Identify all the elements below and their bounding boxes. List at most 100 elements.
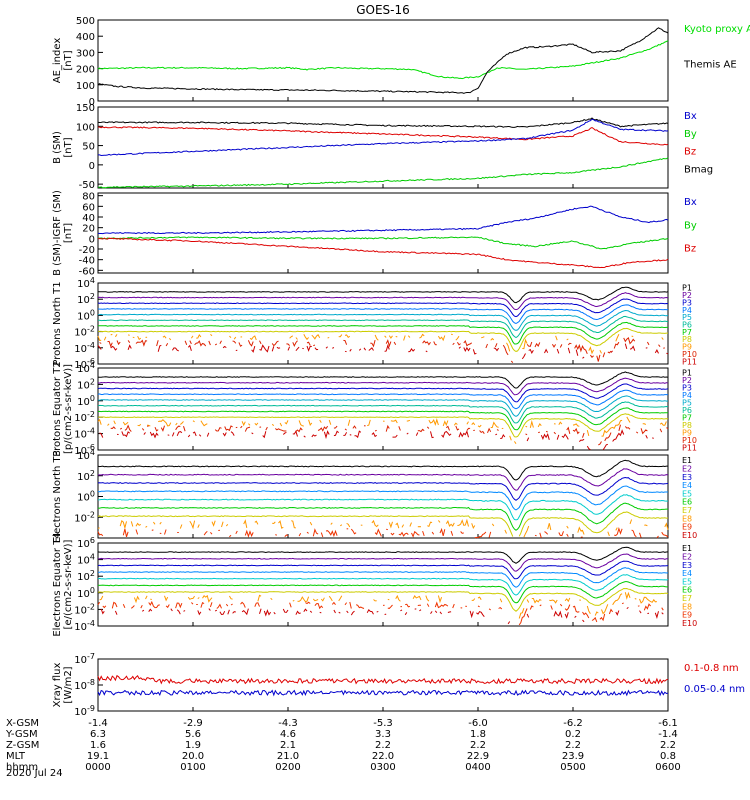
y-tick-label: 104 xyxy=(77,553,95,567)
x-tick-label: 0000 xyxy=(85,762,110,773)
channel-line-e7 xyxy=(97,511,669,537)
y-tick-label: 0 xyxy=(89,161,95,172)
y-axis-label: AE_index[nT] xyxy=(52,38,74,84)
y-axis-label: Protons Equator T2[p/(cm2-s-sr-keV)] xyxy=(52,361,74,457)
series-line-bx xyxy=(98,118,669,157)
legend-p6: P6 xyxy=(682,321,692,330)
y-tick-label: -40 xyxy=(79,256,95,267)
legend-0-1-0-8-nm: 0.1-0.8 nm xyxy=(684,663,739,674)
y-tick-label: 400 xyxy=(76,32,95,43)
y-tick-label: -50 xyxy=(79,180,95,191)
channel-line-e4 xyxy=(98,567,669,588)
series-line-by xyxy=(97,236,669,250)
legend-p8: P8 xyxy=(682,421,692,430)
x-tick-label: 2.1 xyxy=(280,740,296,751)
channel-line-p8 xyxy=(97,413,669,438)
series-line-bz xyxy=(97,237,669,269)
legend-p4: P4 xyxy=(682,391,692,400)
y-tick-label: -60 xyxy=(79,266,95,277)
y-tick-label: 10-4 xyxy=(74,427,95,441)
legend-by: By xyxy=(684,129,697,140)
y-tick-label: 104 xyxy=(77,276,95,290)
legend-e4: E4 xyxy=(682,481,692,490)
x-tick-label: -6.2 xyxy=(563,718,583,729)
legend-p4: P4 xyxy=(682,306,692,315)
y-tick-label: 60 xyxy=(82,202,95,213)
y-tick-label: 104 xyxy=(77,448,95,462)
y-axis-label: Electrons Equator T4[e/(cm2-s-sr-keV)] xyxy=(52,532,74,636)
legend-p2: P2 xyxy=(682,291,692,300)
legend-p6: P6 xyxy=(682,406,692,415)
y-tick-label: 20 xyxy=(82,224,95,235)
date-label: 2020 Jul 24 xyxy=(6,768,63,779)
series-line-by xyxy=(98,157,669,189)
y-tick-label: 106 xyxy=(77,536,95,550)
y-axis-label: Xray flux[W/m2] xyxy=(52,663,74,708)
panel-frame xyxy=(97,282,669,365)
legend-e5: E5 xyxy=(682,577,692,586)
y-tick-label: 102 xyxy=(77,469,95,483)
series-line-bz xyxy=(97,126,669,146)
panel-frame xyxy=(97,106,669,189)
x-row-label: Z-GSM xyxy=(6,740,39,751)
panel-2: -50 0 50 100 150 B (SM)[nT] Bx By Bz Bmag xyxy=(52,103,713,191)
legend-e9: E9 xyxy=(682,523,692,532)
y-tick-label: 10-2 xyxy=(74,602,95,616)
channel-line-p3 xyxy=(97,383,669,403)
legend-e10: E10 xyxy=(682,531,697,540)
channel-line-e2 xyxy=(97,468,669,491)
series-line-0-05-0-4-nm xyxy=(97,689,669,697)
legend-p9: P9 xyxy=(682,428,692,437)
channel-line-e6 xyxy=(97,581,669,604)
y-tick-label: 10-9 xyxy=(74,704,95,718)
y-tick-label: 100 xyxy=(77,490,95,504)
y-tick-label: 10-4 xyxy=(74,341,95,355)
y-axis-label: Electrons North T3 xyxy=(52,450,63,543)
legend-themis-ae: Themis AE xyxy=(683,60,737,71)
channel-line-e3 xyxy=(97,476,669,501)
y-tick-label: 300 xyxy=(76,48,95,59)
legend-p10: P10 xyxy=(682,436,697,445)
channel-line-e6 xyxy=(97,502,668,531)
y-tick-label: 102 xyxy=(77,377,95,391)
y-tick-label: 102 xyxy=(77,292,95,306)
x-tick-label: 1.6 xyxy=(90,740,106,751)
x-tick-label: 1.8 xyxy=(470,729,486,740)
series-line-kyoto-proxy-ae xyxy=(97,40,669,80)
channel-line-p2 xyxy=(97,377,669,396)
x-tick-label: -4.3 xyxy=(278,718,298,729)
channel-line-p7 xyxy=(97,321,669,345)
channel-line-p1 xyxy=(98,286,669,304)
x-tick-label: -6.0 xyxy=(468,718,488,729)
x-tick-label: 0600 xyxy=(655,762,680,773)
series-line-bmag xyxy=(97,117,669,128)
x-tick-label: 0.8 xyxy=(660,751,676,762)
legend-e7: E7 xyxy=(682,594,692,603)
y-tick-label: -20 xyxy=(79,245,95,256)
x-tick-label: 22.0 xyxy=(372,751,394,762)
legend-bz: Bz xyxy=(684,147,696,158)
channel-line-e9 xyxy=(98,602,666,625)
y-axis-label: Protons North T1 xyxy=(52,281,63,365)
channel-line-p11 xyxy=(100,431,668,450)
y-tick-label: 100 xyxy=(76,81,95,92)
y-tick-label: 10-2 xyxy=(74,410,95,424)
channel-line-e5 xyxy=(97,494,669,521)
channel-line-e4 xyxy=(97,485,668,511)
channel-line-e9 xyxy=(97,527,669,539)
channel-line-p10 xyxy=(110,424,669,446)
y-tick-label: 150 xyxy=(76,103,95,114)
x-tick-label: 2.2 xyxy=(375,740,391,751)
y-tick-label: 40 xyxy=(82,213,95,224)
x-tick-label: -1.4 xyxy=(88,718,108,729)
channel-line-p4 xyxy=(97,304,669,325)
legend-e3: E3 xyxy=(682,473,692,482)
legend-e1: E1 xyxy=(682,456,692,465)
x-tick-label: 2.2 xyxy=(660,740,676,751)
y-tick-label: 80 xyxy=(82,192,95,203)
series-line-themis-ae xyxy=(97,27,669,94)
legend-bx: Bx xyxy=(684,111,697,122)
panel-frame xyxy=(97,658,669,712)
